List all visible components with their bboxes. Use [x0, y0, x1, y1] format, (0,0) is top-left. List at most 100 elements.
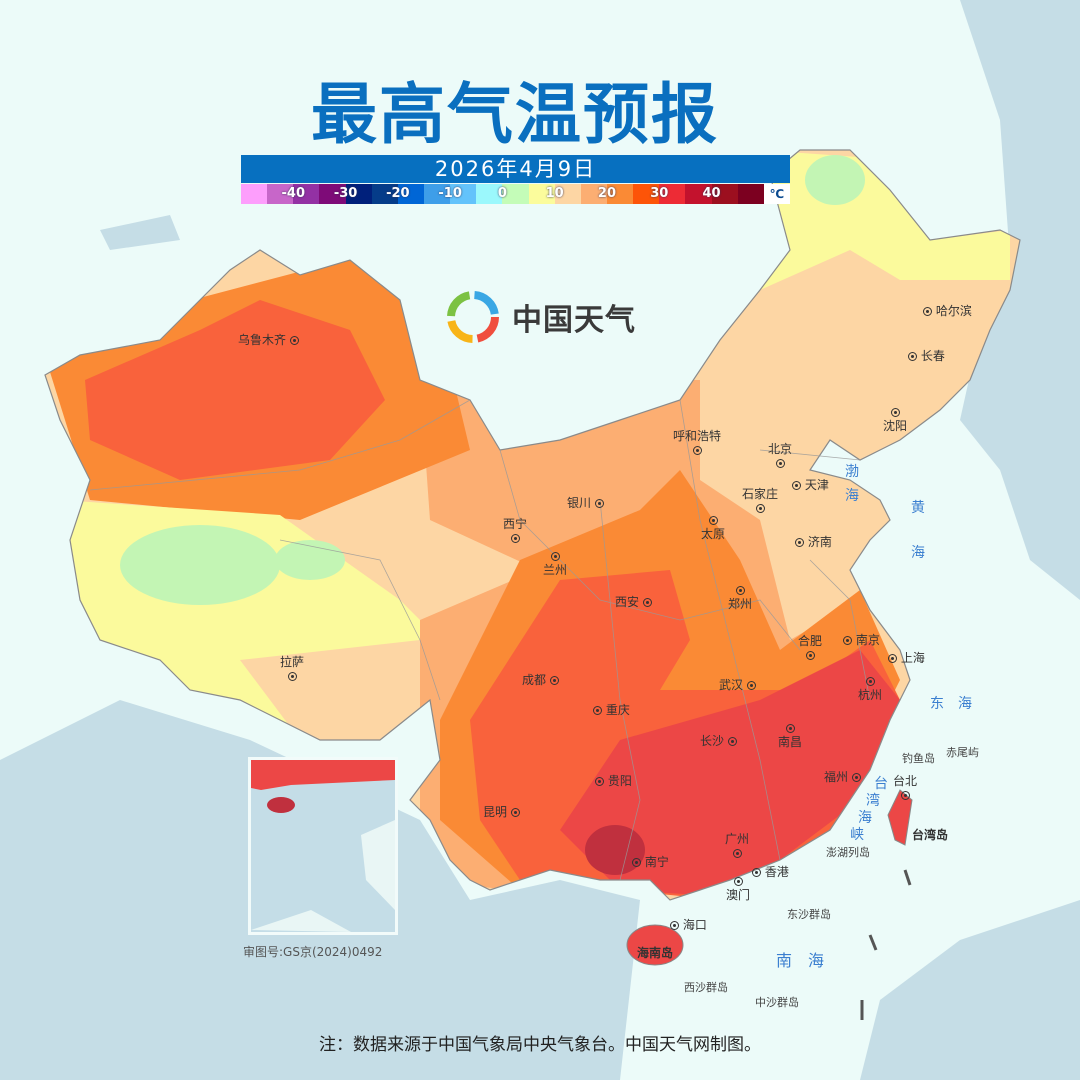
legend-label: -30 — [333, 186, 358, 201]
map-approval-number: 审图号:GS京(2024)0492 — [243, 945, 383, 959]
city-label: 昆明 — [483, 805, 508, 819]
legend-swatch — [606, 184, 634, 204]
city-label: 香港 — [764, 865, 789, 879]
legend-unit: ℃ — [763, 184, 790, 204]
city-dot-icon — [923, 307, 932, 316]
legend-swatch — [450, 184, 477, 204]
legend-swatch: 10 — [528, 184, 564, 204]
city-marker: 长沙 — [700, 734, 737, 748]
sea-label-strait-4: 峡 — [850, 827, 864, 843]
city-marker: 杭州 — [858, 674, 882, 702]
island-chiwei: 赤尾屿 — [946, 746, 979, 759]
city-marker: 西宁 — [503, 517, 527, 545]
city-marker: 成都 — [522, 673, 559, 687]
region-label-taiwan: 台湾岛 — [912, 828, 949, 842]
forecast-date: 2026年4月9日 — [241, 155, 790, 183]
provincial-borders — [89, 399, 871, 881]
sea-label-huanghai-2: 海 — [911, 545, 925, 561]
city-dot-icon — [727, 737, 737, 746]
sea-label-strait-3: 海 — [858, 810, 872, 826]
sea-label-bohai: 渤 海 — [845, 464, 859, 504]
legend-swatch: -20 — [371, 184, 410, 204]
source-note: 注：数据来源于中国气象局中央气象台。中国天气网制图。 — [319, 1035, 761, 1055]
island-penghu: 澎湖列岛 — [826, 846, 870, 859]
city-label: 哈尔滨 — [935, 304, 972, 318]
legend-swatch: -10 — [423, 184, 462, 204]
city-label: 贵阳 — [607, 774, 632, 788]
china-weather-logo: 中国天气 — [444, 288, 636, 346]
legend-swatch: -40 — [267, 184, 305, 204]
city-marker: 长春 — [908, 349, 945, 363]
city-marker: 广州 — [725, 832, 749, 860]
zone-35-plus-southeast — [560, 650, 900, 895]
sea-label-strait: 台 — [874, 776, 888, 792]
city-label: 海口 — [682, 918, 707, 932]
city-label: 济南 — [807, 535, 832, 549]
city-marker: 天津 — [792, 478, 829, 492]
city-dot-icon — [755, 504, 765, 513]
city-marker: 合肥 — [798, 634, 822, 662]
city-label: 南昌 — [778, 735, 803, 749]
city-marker: 贵阳 — [595, 774, 632, 788]
city-label: 长春 — [920, 349, 945, 363]
city-label: 天津 — [804, 478, 829, 492]
city-marker: 昆明 — [483, 805, 520, 819]
city-marker: 拉萨 — [280, 655, 304, 683]
city-marker: 台北 — [893, 774, 917, 802]
city-dot-icon — [733, 877, 743, 886]
legend-swatch — [554, 184, 581, 204]
sea-label-nanhai: 南 海 — [776, 951, 825, 970]
city-marker: 南宁 — [632, 855, 669, 869]
city-label: 西宁 — [503, 517, 528, 531]
legend-swatch: 0 — [476, 184, 507, 204]
south-china-sea-inset — [248, 757, 398, 935]
city-dot-icon — [692, 446, 702, 455]
region-label-hainan: 海南岛 — [637, 946, 674, 960]
legend-swatch — [502, 184, 529, 204]
legend-swatch — [241, 184, 268, 204]
city-dot-icon — [549, 676, 559, 685]
city-label: 沈阳 — [883, 419, 908, 433]
city-label: 武汉 — [719, 678, 744, 692]
city-marker: 太原 — [701, 513, 725, 541]
legend-label: -10 — [438, 186, 462, 201]
city-label: 合肥 — [798, 634, 823, 648]
city-dot-icon — [792, 481, 801, 490]
city-dot-icon — [795, 538, 804, 547]
city-dot-icon — [888, 654, 897, 663]
sea-label-huanghai: 黄 — [911, 500, 925, 516]
city-marker: 香港 — [752, 865, 789, 879]
legend-swatch — [737, 184, 764, 204]
legend-swatch — [711, 184, 738, 204]
city-dot-icon — [735, 586, 745, 595]
logo-text: 中国天气 — [512, 303, 636, 338]
city-marker: 沈阳 — [883, 405, 907, 433]
city-marker: 银川 — [567, 496, 604, 510]
legend-swatch — [345, 184, 372, 204]
zone-15-20-tibet-south — [240, 640, 440, 740]
city-dot-icon — [775, 459, 785, 468]
city-label: 西安 — [615, 595, 640, 609]
city-marker: 哈尔滨 — [923, 304, 972, 318]
city-dot-icon — [287, 672, 297, 681]
city-label: 兰州 — [543, 563, 568, 577]
legend-label: 20 — [597, 186, 617, 201]
city-label: 拉萨 — [280, 655, 305, 669]
city-label: 郑州 — [728, 597, 753, 611]
legend-swatch — [659, 184, 686, 204]
city-dot-icon — [752, 868, 761, 877]
legend-label: -20 — [386, 186, 410, 201]
zone-cold-northeast — [805, 155, 865, 205]
city-marker: 北京 — [768, 442, 792, 470]
city-label: 南京 — [855, 633, 880, 647]
city-label: 呼和浩特 — [673, 429, 722, 443]
city-dot-icon — [595, 777, 604, 786]
city-dot-icon — [805, 651, 815, 660]
island-dongsha: 东沙群岛 — [787, 908, 831, 921]
sea-label-donghai: 东 海 — [930, 696, 972, 712]
city-marker: 兰州 — [543, 549, 567, 577]
legend-swatch: 20 — [580, 184, 616, 204]
sea-label-strait-2: 湾 — [866, 793, 880, 809]
city-dot-icon — [708, 516, 718, 525]
